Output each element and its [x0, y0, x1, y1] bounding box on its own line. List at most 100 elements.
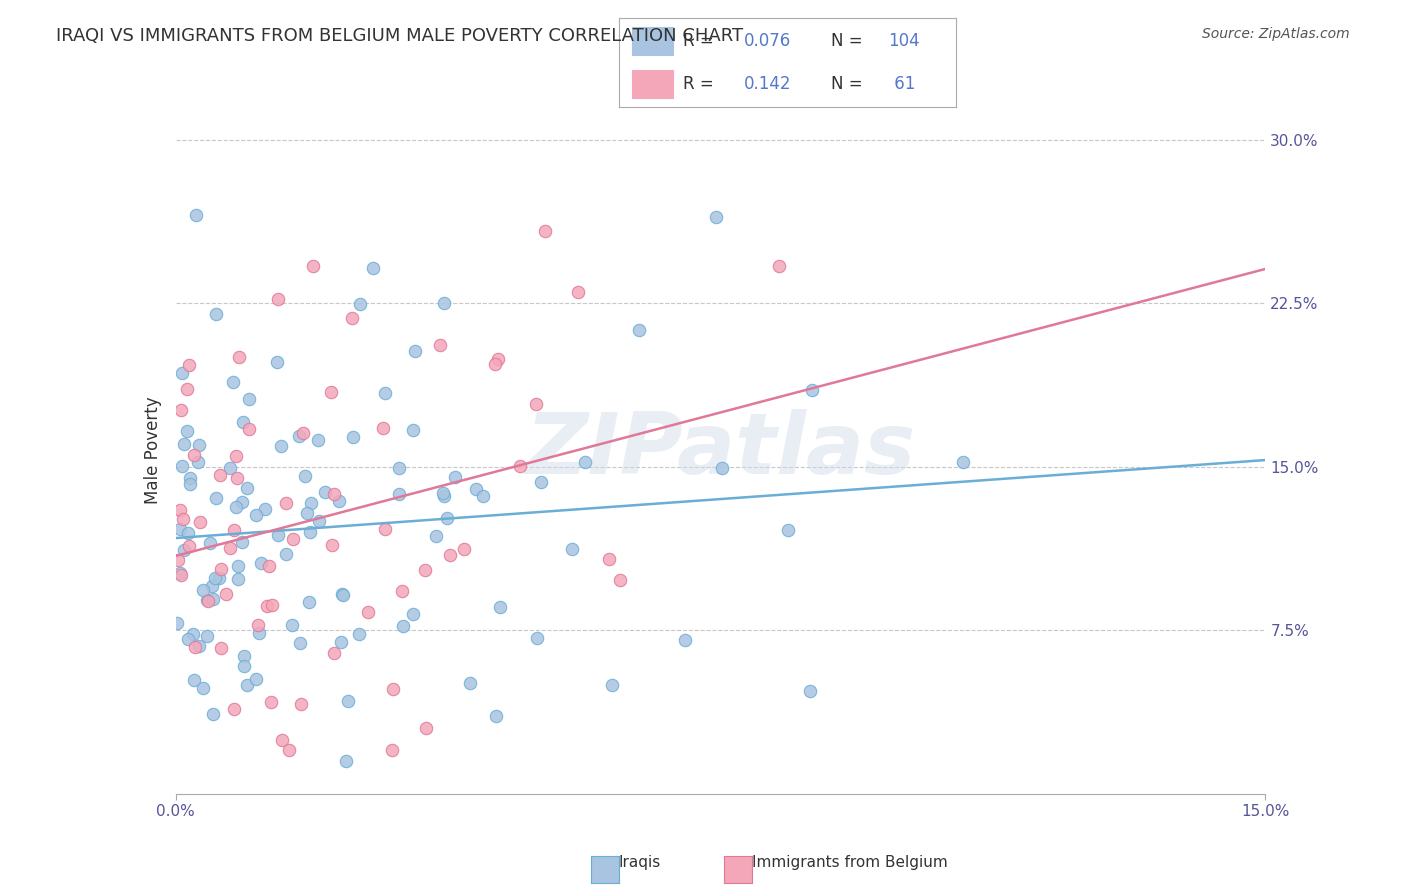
Point: [342, 310, 364, 325]
Point: [349, 297, 371, 311]
Point: [233, 658, 256, 673]
Point: [314, 485, 336, 500]
Point: [186, 208, 208, 222]
Point: [373, 421, 395, 435]
Point: [332, 588, 354, 602]
Point: [288, 428, 311, 442]
Point: [208, 468, 231, 483]
Text: 61: 61: [889, 75, 915, 93]
Point: [433, 296, 456, 310]
Text: Source: ZipAtlas.com: Source: ZipAtlas.com: [1202, 27, 1350, 41]
Point: [799, 684, 821, 698]
Point: [609, 573, 631, 587]
Point: [254, 502, 277, 516]
Point: [600, 678, 623, 692]
Text: 104: 104: [889, 32, 920, 50]
Point: [768, 259, 790, 273]
Point: [267, 528, 290, 542]
Point: [176, 424, 198, 438]
Point: [335, 754, 357, 768]
Point: [198, 535, 221, 549]
Point: [391, 584, 413, 599]
Point: [374, 522, 396, 536]
Point: [259, 558, 281, 573]
Point: [464, 482, 486, 496]
Point: [195, 592, 218, 607]
Point: [169, 566, 191, 580]
Point: [388, 460, 411, 475]
Point: [298, 594, 321, 608]
Point: [176, 632, 198, 646]
Point: [404, 344, 426, 359]
Point: [561, 541, 583, 556]
Text: 0.142: 0.142: [744, 75, 792, 93]
Point: [214, 587, 236, 601]
Point: [429, 338, 451, 352]
Point: [486, 352, 509, 367]
Point: [177, 526, 200, 541]
Point: [270, 438, 292, 452]
Point: [321, 538, 343, 552]
Point: [509, 458, 531, 473]
Point: [433, 490, 456, 504]
Point: [224, 524, 246, 538]
Point: [381, 743, 404, 757]
Point: [323, 487, 346, 501]
Point: [302, 259, 325, 273]
Point: [489, 600, 512, 615]
Point: [453, 542, 475, 557]
Point: [308, 515, 330, 529]
Text: Iraqis: Iraqis: [619, 855, 661, 870]
Point: [413, 563, 436, 577]
Point: [295, 506, 318, 520]
Point: [336, 694, 359, 708]
Point: [201, 707, 224, 722]
Point: [219, 461, 242, 475]
Point: [801, 383, 824, 397]
Point: [188, 515, 211, 529]
Point: [328, 494, 350, 508]
Point: [181, 627, 204, 641]
Point: [179, 471, 201, 485]
Point: [387, 487, 409, 501]
Point: [222, 375, 245, 389]
Point: [321, 385, 343, 400]
Text: 0.076: 0.076: [744, 32, 790, 50]
Point: [382, 681, 405, 696]
Point: [266, 355, 288, 369]
Point: [307, 433, 329, 447]
Point: [776, 524, 799, 538]
Point: [209, 641, 232, 656]
Point: [250, 556, 273, 570]
Point: [391, 619, 413, 633]
Point: [245, 508, 267, 522]
Text: ZIPatlas: ZIPatlas: [526, 409, 915, 492]
Point: [256, 599, 278, 613]
Point: [184, 640, 207, 654]
Point: [260, 695, 283, 709]
Point: [193, 681, 215, 695]
Point: [294, 469, 316, 483]
Point: [183, 673, 205, 687]
Point: [204, 571, 226, 585]
Point: [330, 587, 353, 601]
Point: [169, 503, 191, 517]
Point: [225, 500, 247, 514]
Point: [436, 511, 458, 525]
Text: R =: R =: [683, 75, 718, 93]
Point: [711, 461, 734, 475]
Point: [236, 481, 259, 495]
Point: [226, 471, 249, 485]
Point: [361, 261, 384, 276]
Point: [169, 523, 191, 537]
Point: [179, 476, 201, 491]
Point: [187, 454, 209, 468]
Point: [201, 592, 224, 607]
Point: [166, 615, 188, 630]
Point: [170, 567, 193, 582]
Point: [236, 677, 259, 691]
Point: [288, 636, 311, 650]
Bar: [633, 70, 672, 98]
Point: [574, 455, 596, 469]
Point: [439, 549, 461, 563]
